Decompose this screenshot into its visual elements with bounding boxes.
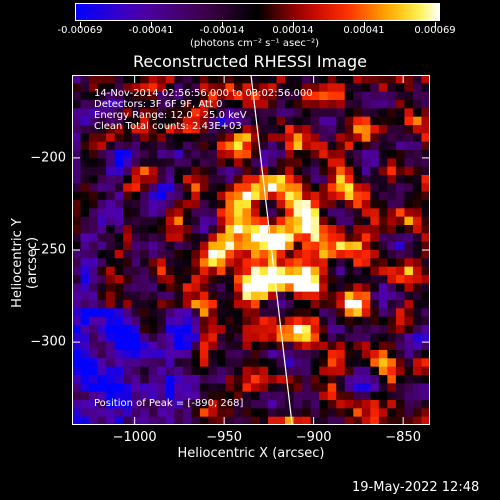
colorbar <box>75 3 440 21</box>
colorbar-tick <box>80 22 81 28</box>
y-tick-label: −300 <box>30 334 66 350</box>
y-tick-label: −200 <box>30 150 66 166</box>
timestamp-footer: 19-May-2022 12:48 <box>352 480 480 495</box>
x-tick-label: −850 <box>385 430 421 445</box>
info-energy: Energy Range: 12.0 - 25.0 keV <box>94 110 247 121</box>
colorbar-units: (photons cm⁻² s⁻¹ asec⁻²) <box>190 38 320 49</box>
info-detectors: Detectors: 3F 6F 9F, Att 0 <box>94 99 223 110</box>
y-tick-label: −250 <box>30 242 66 258</box>
colorbar-tick <box>293 22 294 28</box>
colorbar-tick <box>435 22 436 28</box>
x-tick-label: −900 <box>295 430 332 445</box>
colorbar-tick <box>364 22 365 28</box>
info-peak: Position of Peak = [-890, 268] <box>94 398 244 409</box>
x-tick-label: −950 <box>206 430 242 445</box>
colorbar-tick-label: 0.00069 <box>414 25 456 36</box>
x-axis-label: Heliocentric X (arcsec) <box>177 446 325 461</box>
colorbar-tick <box>151 22 152 28</box>
heatmap-cells <box>72 75 430 425</box>
plot-title: Reconstructed RHESSI Image <box>133 52 367 71</box>
info-time: 14-Nov-2014 02:56:56.000 to 03:02:56.000 <box>94 88 313 99</box>
colorbar-tick-label: 0.00014 <box>272 25 314 36</box>
colorbar-tick <box>222 22 223 28</box>
x-tick-label: −1000 <box>112 430 157 445</box>
y-axis-label: Heliocentric Y (arcsec) <box>10 218 40 308</box>
colorbar-tick-label: -0.00014 <box>199 25 245 36</box>
info-clean: Clean Total counts: 2.43E+03 <box>94 121 242 132</box>
colorbar-tick-label: 0.00041 <box>343 25 385 36</box>
colorbar-tick-label: -0.00069 <box>57 25 103 36</box>
solar-limb-line <box>250 75 293 425</box>
heatmap-plot <box>72 75 430 425</box>
colorbar-tick-label: -0.00041 <box>128 25 174 36</box>
